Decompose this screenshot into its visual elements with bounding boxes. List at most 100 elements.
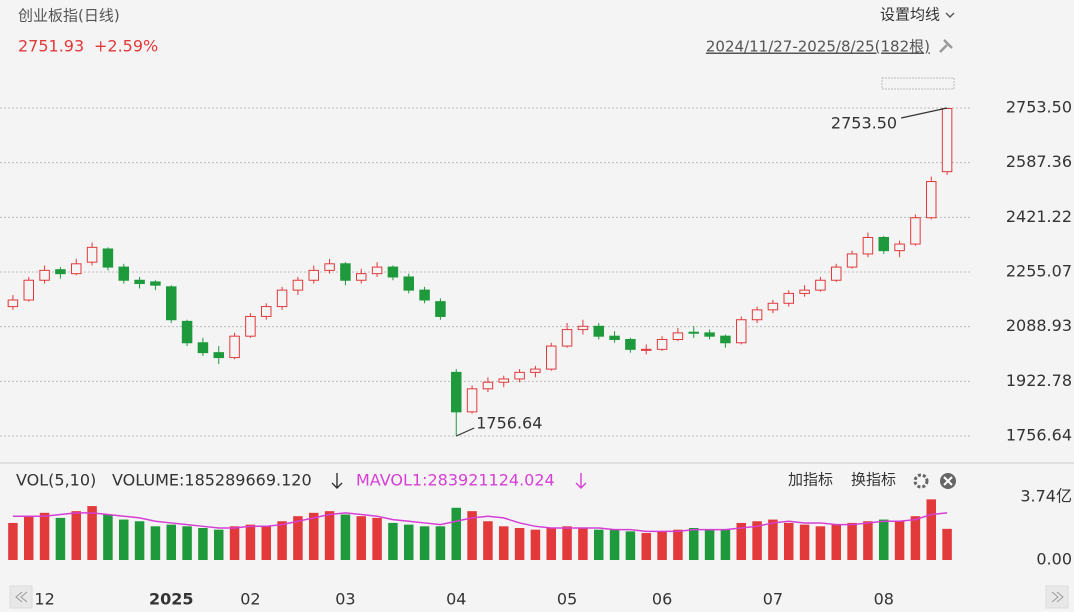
candle-body bbox=[276, 289, 288, 308]
volume-bar bbox=[799, 524, 810, 560]
x-tick-label: 07 bbox=[763, 590, 783, 609]
candle-body bbox=[530, 368, 541, 373]
indicator-button[interactable]: 加指标 bbox=[788, 471, 833, 489]
candle-body bbox=[419, 289, 430, 301]
candle-body bbox=[609, 335, 620, 340]
volume-bar bbox=[277, 521, 287, 560]
close-cross bbox=[943, 476, 953, 486]
candle-body bbox=[86, 246, 98, 263]
candle-body bbox=[751, 309, 763, 321]
volume-bar bbox=[594, 529, 604, 560]
volume-bar bbox=[499, 526, 509, 560]
strip-icon bbox=[881, 77, 955, 90]
volume-tick-label: 0.00 bbox=[1036, 550, 1072, 569]
candle-body bbox=[7, 299, 19, 308]
scroll-right[interactable] bbox=[1045, 585, 1069, 609]
pin-icon[interactable] bbox=[939, 39, 953, 53]
volume-bar bbox=[340, 514, 351, 560]
volume-bar bbox=[926, 499, 936, 560]
y-tick-label: 2088.93 bbox=[1006, 316, 1072, 335]
volume-bar bbox=[720, 529, 731, 560]
indicator-button[interactable]: 换指标 bbox=[851, 471, 896, 489]
mavol-line bbox=[12, 512, 948, 533]
candle-body bbox=[292, 279, 304, 291]
candle-body bbox=[71, 263, 82, 275]
candle-body bbox=[245, 315, 256, 337]
candle-body bbox=[846, 253, 858, 268]
x-tick-label: 04 bbox=[446, 590, 466, 609]
candle-body bbox=[102, 248, 114, 268]
candle-body bbox=[720, 335, 731, 344]
candle-body bbox=[783, 292, 794, 304]
x-tick-label: 12 bbox=[34, 590, 54, 609]
volume-bar bbox=[736, 522, 746, 560]
date-range[interactable]: 2024/11/27-2025/8/25(182根) bbox=[706, 38, 930, 56]
y-tick-label: 2421.22 bbox=[1006, 207, 1072, 226]
last-price: 2751.93 bbox=[18, 37, 84, 56]
volume-bar bbox=[293, 516, 303, 560]
chevron bbox=[945, 12, 955, 18]
volume-bar bbox=[39, 512, 50, 560]
volume-bar bbox=[388, 522, 398, 560]
volume-bar bbox=[784, 522, 794, 560]
volume-bar bbox=[815, 526, 826, 560]
ma-setting[interactable]: 设置均线 bbox=[880, 6, 940, 24]
volume-bar bbox=[530, 529, 541, 560]
candle-body bbox=[688, 331, 699, 334]
candle-body bbox=[926, 181, 937, 219]
candle-body bbox=[831, 266, 842, 281]
volume-bar bbox=[356, 516, 366, 560]
candle-body bbox=[213, 352, 224, 359]
volume-bar bbox=[910, 516, 921, 560]
candle-body bbox=[577, 325, 589, 331]
candle-body bbox=[466, 388, 478, 413]
volume-bar bbox=[134, 521, 145, 560]
volume-bar bbox=[863, 521, 873, 560]
candle-body bbox=[514, 371, 525, 380]
volume-bar bbox=[704, 529, 715, 560]
candle-body bbox=[799, 289, 810, 294]
x-tick-label: 02 bbox=[240, 590, 260, 609]
candle-body bbox=[308, 269, 319, 281]
candle-body bbox=[23, 279, 34, 301]
volume-bar bbox=[214, 529, 224, 560]
candle-body bbox=[894, 243, 905, 252]
candle-body bbox=[261, 306, 272, 317]
volume-bar bbox=[24, 516, 34, 560]
volume-bar bbox=[689, 527, 699, 560]
volume-bar bbox=[673, 529, 683, 560]
volume-bar bbox=[229, 526, 240, 560]
candle-body bbox=[546, 345, 557, 370]
volume-bar bbox=[324, 511, 335, 560]
gear-icon[interactable] bbox=[913, 473, 929, 489]
candle-body bbox=[39, 269, 50, 281]
candle-body bbox=[878, 236, 889, 252]
volume-bar bbox=[483, 521, 493, 560]
volume-bar bbox=[198, 527, 208, 560]
scroll-right-icon bbox=[1051, 591, 1064, 603]
volume-bar bbox=[894, 521, 905, 560]
candle-body bbox=[641, 348, 652, 351]
volume-bar bbox=[609, 529, 620, 560]
x-tick-label: 05 bbox=[557, 590, 577, 609]
candle-body bbox=[229, 335, 240, 359]
candle-body bbox=[356, 273, 367, 281]
candle-body bbox=[704, 332, 715, 337]
annotation-label: 2753.50 bbox=[831, 114, 897, 133]
volume-bar bbox=[404, 524, 414, 560]
volume-bar bbox=[8, 522, 18, 560]
volume-bar bbox=[182, 526, 192, 560]
x-tick-label: 08 bbox=[874, 590, 894, 609]
candle-body bbox=[625, 338, 636, 350]
volume-bar bbox=[103, 514, 113, 560]
volume-legend: VOLUME:185289669.120 bbox=[112, 471, 312, 490]
candle-body bbox=[498, 378, 509, 383]
candle-body bbox=[736, 319, 747, 344]
volume-bar bbox=[768, 519, 778, 560]
volume-bar bbox=[119, 519, 129, 560]
candle-body bbox=[387, 266, 399, 278]
candle-body bbox=[340, 263, 351, 281]
candle-body bbox=[55, 269, 66, 275]
